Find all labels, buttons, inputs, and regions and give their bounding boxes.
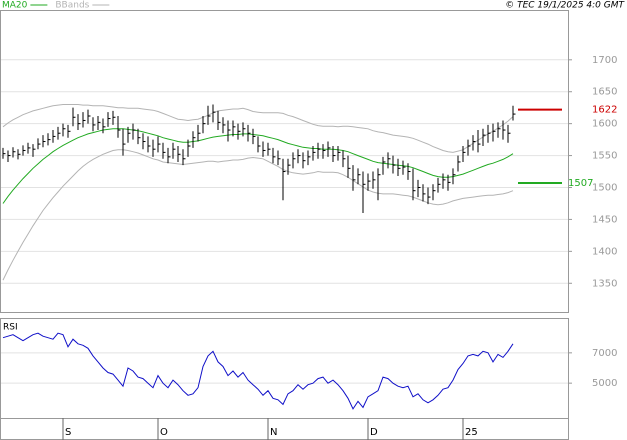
x-tick-label: 25 — [465, 427, 478, 438]
y-tick-label: 5000 — [592, 378, 617, 389]
rsi-line — [2, 332, 514, 410]
x-tick-label: D — [370, 427, 378, 438]
y-tick-label: 1400 — [592, 246, 617, 257]
legend-entry: MA20 — [2, 1, 28, 11]
ma-line — [2, 128, 514, 204]
x-axis-panel — [0, 418, 569, 440]
rsi-title: RSI — [3, 323, 18, 333]
legend-entry: BBands — [55, 1, 89, 11]
bband-upper — [2, 104, 514, 153]
price-marker-label: 1507 — [568, 178, 593, 189]
y-tick-label: 1600 — [592, 119, 617, 130]
y-tick-label: 1450 — [592, 214, 617, 225]
y-tick-label: 1350 — [592, 278, 617, 289]
y-tick-label: 1550 — [592, 151, 617, 162]
timestamp: © TEC 19/1/2025 4:0 GMT — [505, 1, 625, 11]
price-panel — [0, 10, 569, 313]
rsi-panel — [0, 318, 569, 419]
x-tick-label: S — [65, 427, 71, 438]
y-tick-label: 7000 — [592, 348, 617, 359]
x-tick-label: N — [270, 427, 277, 438]
y-tick-label: 1700 — [592, 55, 617, 66]
x-tick-label: O — [160, 427, 168, 438]
price-marker-label: 1622 — [592, 105, 617, 116]
y-tick-label: 1650 — [592, 87, 617, 98]
y-tick-label: 1500 — [592, 182, 617, 193]
